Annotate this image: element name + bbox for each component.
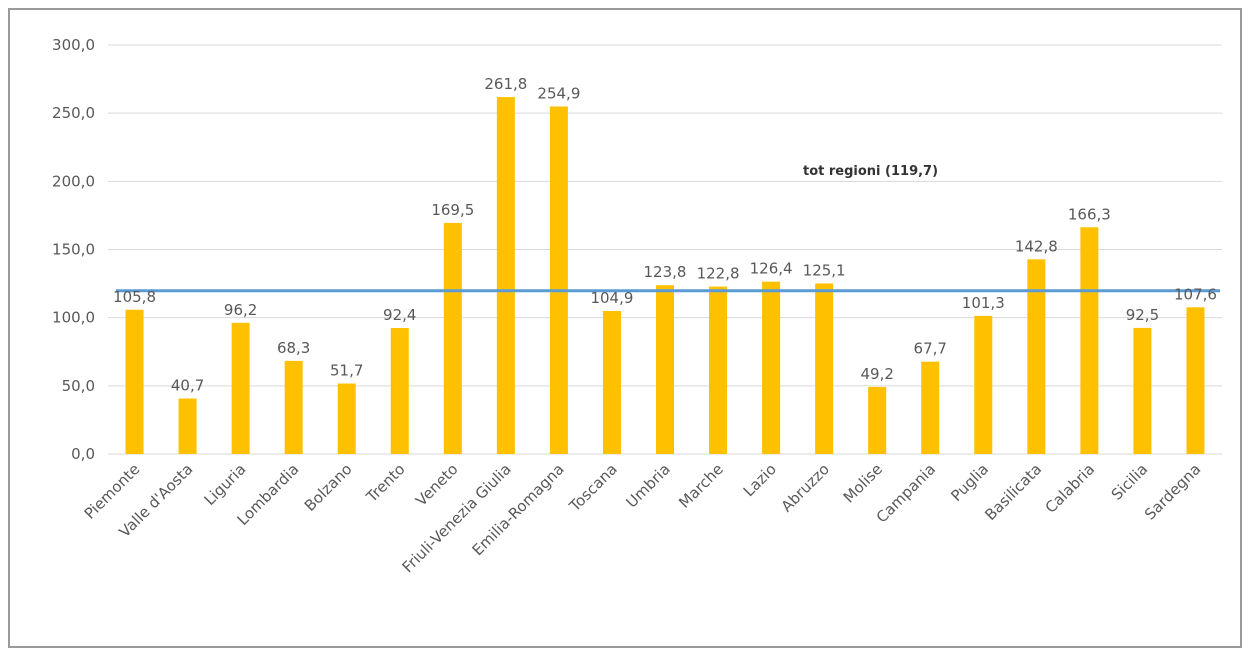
data-label: 261,8 <box>484 75 527 93</box>
bar <box>443 222 462 454</box>
data-label: 125,1 <box>803 261 846 279</box>
x-tick-label: Puglia <box>947 460 992 505</box>
data-label: 105,8 <box>113 288 156 306</box>
x-tick-label: Sardegna <box>1141 460 1204 523</box>
bar <box>390 328 409 454</box>
bar <box>496 97 515 454</box>
y-tick-label: 100,0 <box>52 309 95 327</box>
data-label: 107,6 <box>1174 285 1217 303</box>
data-label: 49,2 <box>860 365 893 383</box>
x-tick-label: Calabria <box>1042 460 1099 517</box>
data-label: 122,8 <box>697 265 740 283</box>
data-label: 254,9 <box>537 84 580 102</box>
data-label: 169,5 <box>431 201 474 219</box>
x-tick-label: Basilicata <box>981 460 1045 524</box>
bar <box>178 398 197 454</box>
x-tick-label: Emilia-Romagna <box>469 460 568 559</box>
reference-line-label: tot regioni (119,7) <box>803 164 938 179</box>
x-tick-label: Sicilia <box>1108 460 1152 504</box>
bar <box>974 315 993 454</box>
x-tick-label: Toscana <box>565 460 621 516</box>
bar <box>709 286 728 454</box>
y-tick-label: 300,0 <box>52 36 95 54</box>
bar <box>284 360 303 454</box>
bar <box>921 361 940 454</box>
data-label: 142,8 <box>1015 237 1058 255</box>
data-label: 92,4 <box>383 306 416 324</box>
bars <box>125 97 1205 455</box>
y-tick-label: 0,0 <box>71 445 95 463</box>
data-label: 104,9 <box>590 289 633 307</box>
y-axis-ticks: 0,0 50,0 100,0 150,0 200,0 250,0 300,0 <box>52 36 95 463</box>
data-label: 68,3 <box>277 339 310 357</box>
data-label: 67,7 <box>914 340 947 358</box>
data-label: 101,3 <box>962 294 1005 312</box>
data-label: 92,5 <box>1126 306 1159 324</box>
bar <box>1080 227 1099 454</box>
bar <box>1027 259 1046 454</box>
data-label: 51,7 <box>330 362 363 380</box>
bar <box>762 281 781 454</box>
x-tick-label: Bolzano <box>301 460 356 515</box>
y-tick-label: 250,0 <box>52 104 95 122</box>
bar <box>549 106 568 455</box>
x-tick-label: Abruzzo <box>778 460 833 515</box>
bar <box>656 285 674 454</box>
x-tick-label: Liguria <box>201 460 250 509</box>
data-label: 40,7 <box>171 377 204 395</box>
bar <box>1186 307 1205 454</box>
bar <box>868 386 887 454</box>
x-tick-label: Umbria <box>622 460 673 511</box>
bar <box>815 283 834 454</box>
y-tick-label: 150,0 <box>52 241 95 259</box>
bar <box>1133 327 1152 454</box>
bar <box>231 322 250 454</box>
data-label: 166,3 <box>1068 205 1111 223</box>
x-tick-label: Veneto <box>412 460 462 510</box>
x-tick-label: Lazio <box>740 460 780 500</box>
y-tick-label: 200,0 <box>52 172 95 190</box>
data-label: 123,8 <box>644 263 687 281</box>
y-tick-label: 50,0 <box>62 377 95 395</box>
data-label: 126,4 <box>750 260 793 278</box>
bar <box>337 383 356 454</box>
reference-line-group: tot regioni (119,7) <box>116 164 1220 293</box>
x-tick-label: Molise <box>840 460 886 506</box>
data-label: 96,2 <box>224 301 257 319</box>
bar <box>602 310 621 454</box>
x-tick-label: Marche <box>675 460 727 512</box>
data-labels: 105,8 40,7 96,2 68,3 51,7 92,4 169,5 261,8 254,9… <box>113 75 1217 394</box>
bar <box>125 309 144 454</box>
x-tick-label: Trento <box>362 460 408 506</box>
